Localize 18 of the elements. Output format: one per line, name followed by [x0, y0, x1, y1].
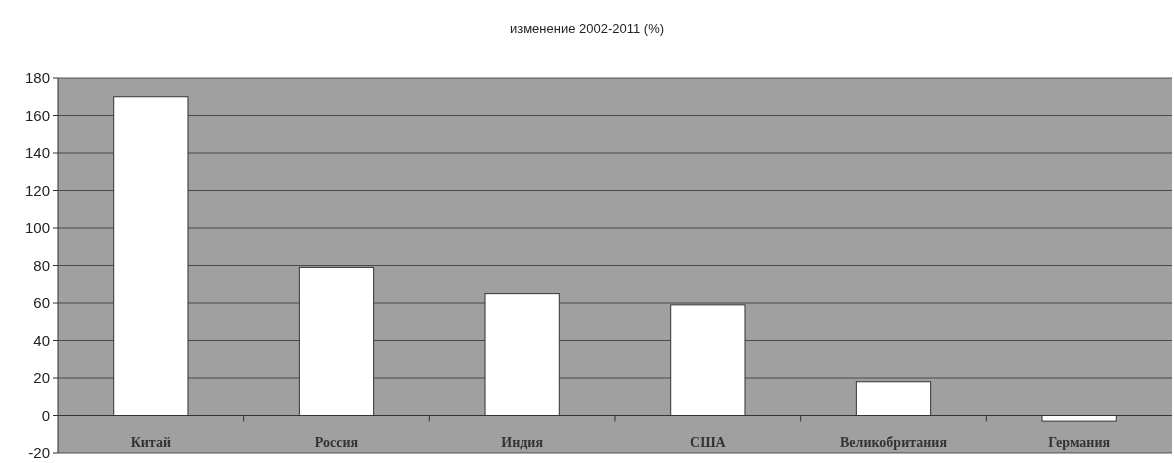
x-tick-label: США: [690, 435, 727, 450]
x-tick-label: Индия: [501, 435, 544, 450]
y-tick-label: 140: [24, 144, 50, 162]
y-tick-label: 180: [24, 69, 50, 87]
y-tick-label: -20: [28, 444, 50, 462]
y-tick-label: 160: [24, 106, 50, 124]
y-tick-label: 100: [24, 219, 50, 237]
x-tick-label: Германия: [1048, 435, 1111, 450]
y-tick-label: 0: [41, 406, 50, 424]
x-tick-label: Китай: [130, 435, 172, 450]
y-tick-label: 80: [33, 256, 50, 274]
y-tick-label: 40: [33, 331, 50, 349]
y-tick-label: 60: [33, 294, 50, 312]
y-tick-label: 20: [33, 369, 50, 387]
x-tick-label: Россия: [314, 435, 359, 450]
x-tick-label: Великобритания: [840, 435, 948, 450]
chart-title: изменение 2002-2011 (%): [509, 21, 665, 36]
y-tick-label: 120: [24, 181, 50, 199]
